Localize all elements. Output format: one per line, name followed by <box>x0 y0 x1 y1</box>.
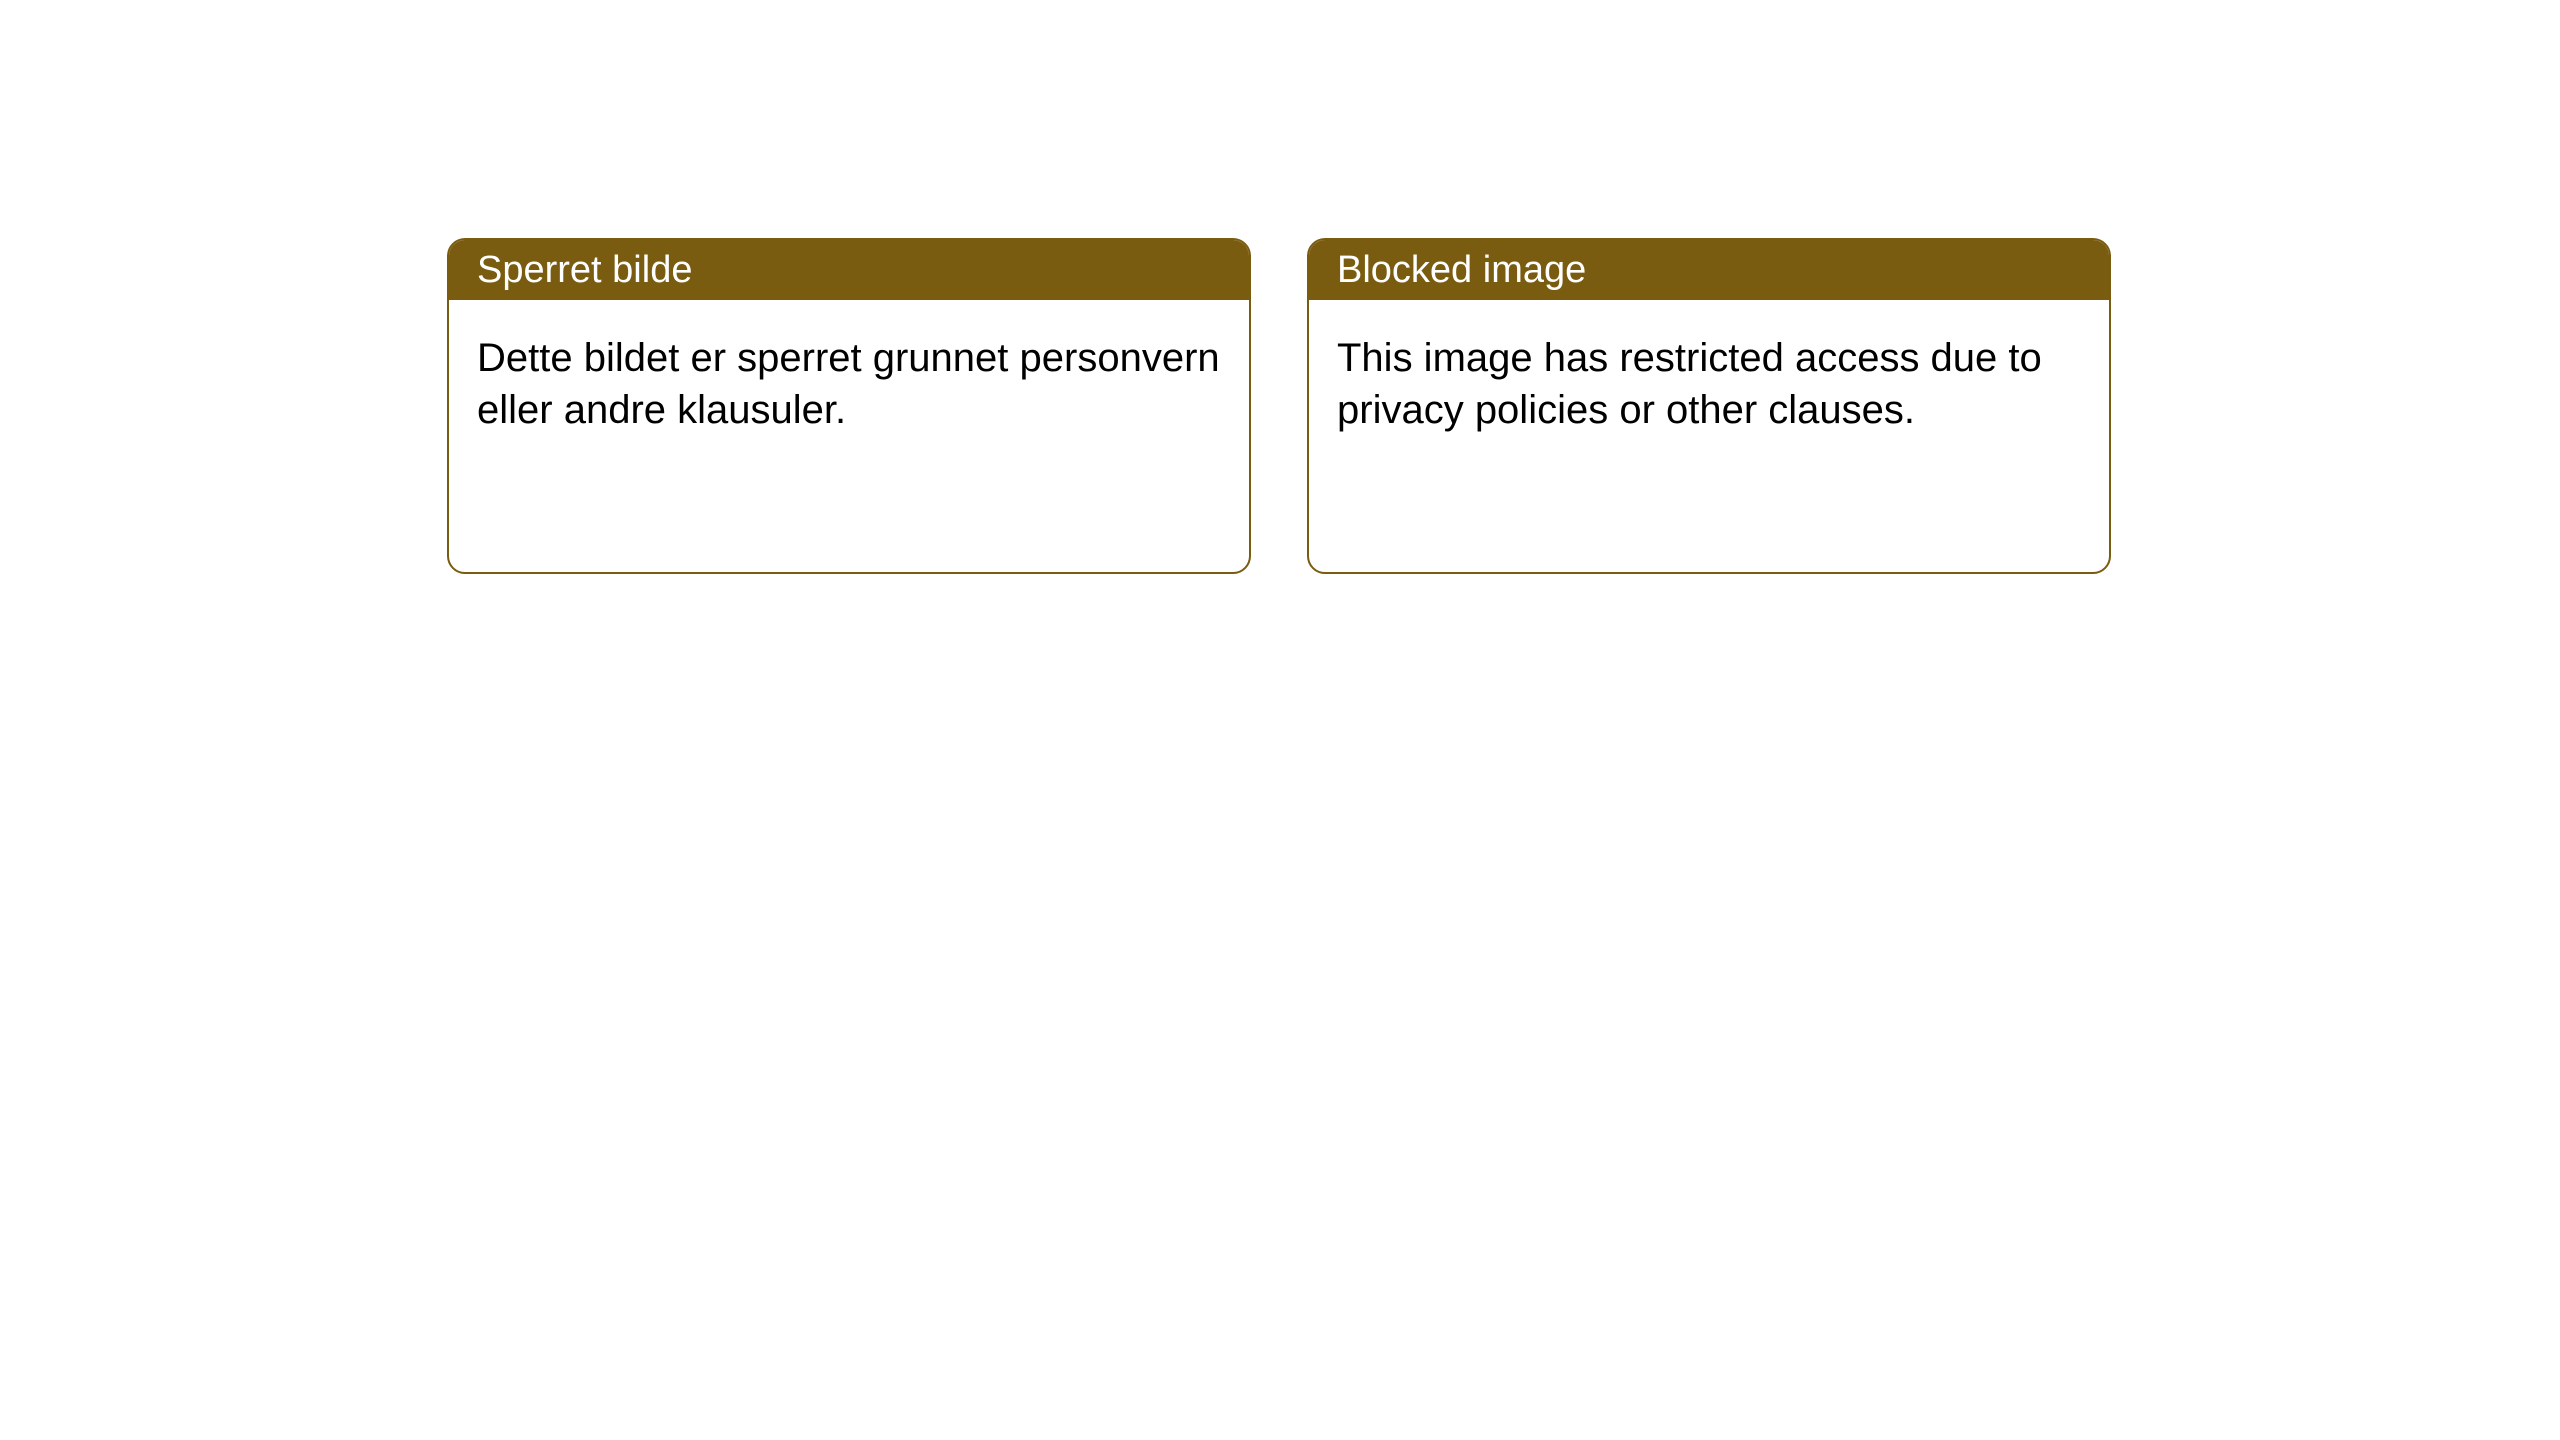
notice-card-norwegian: Sperret bilde Dette bildet er sperret gr… <box>447 238 1251 574</box>
notice-body-text: This image has restricted access due to … <box>1337 336 2042 432</box>
notice-cards-container: Sperret bilde Dette bildet er sperret gr… <box>447 238 2111 574</box>
notice-card-english: Blocked image This image has restricted … <box>1307 238 2111 574</box>
notice-title: Sperret bilde <box>477 249 692 292</box>
notice-header: Blocked image <box>1309 240 2109 300</box>
notice-header: Sperret bilde <box>449 240 1249 300</box>
notice-body: This image has restricted access due to … <box>1309 300 2109 468</box>
notice-body-text: Dette bildet er sperret grunnet personve… <box>477 336 1220 432</box>
notice-body: Dette bildet er sperret grunnet personve… <box>449 300 1249 468</box>
notice-title: Blocked image <box>1337 249 1586 292</box>
